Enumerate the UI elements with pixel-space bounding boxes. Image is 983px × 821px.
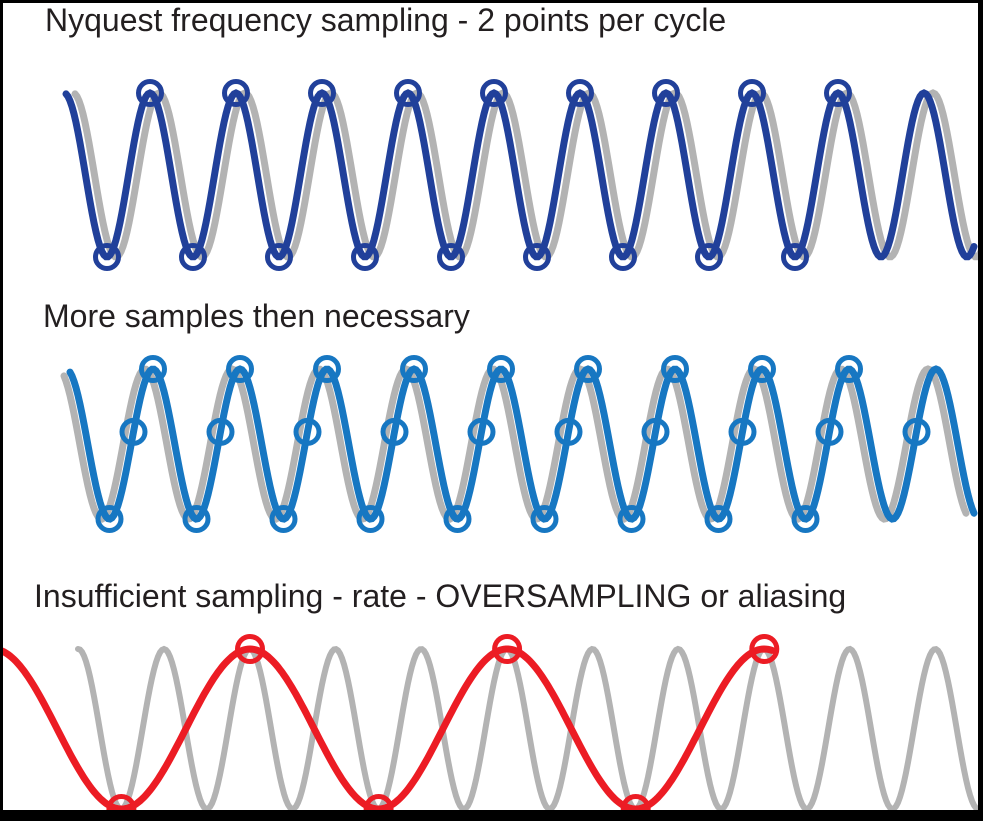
panel1-sample-point [738,79,766,107]
panel2-sample-point [95,505,124,533]
panel2-sample-point [467,417,496,446]
panel1-sample-point [179,243,207,271]
panel1-sample-point [824,79,852,107]
panel2-signal-wave [66,365,978,523]
panel2-sample-point [617,505,646,533]
panel1-sample-point [781,243,809,271]
panel1-sample-point [437,243,465,271]
panel2-sample-point [748,355,776,383]
panel1-sample-point [566,79,594,107]
panel2-sample-point [835,355,863,383]
panel1-sample-point [652,79,680,107]
panel2-sample-point [313,355,341,383]
panel2-title: More samples then necessary [43,298,470,334]
panel2-sample-point [226,355,254,383]
panel3-sample-point [235,634,265,664]
panel1-sample-point [609,243,637,271]
panel2-sample-point [530,505,559,533]
panel2-sample-point [119,417,148,446]
panel3-alias-wave [0,645,776,813]
panel2-sample-point [380,417,409,446]
panel3-title: Insufficient sampling - rate - OVERSAMPL… [34,578,847,614]
panel3-reference-wave [75,645,979,813]
figure-border-right [978,0,983,821]
panel2-sample-point [182,505,211,533]
panel1-sample-point [695,243,723,271]
panel2-sample-point [356,505,385,533]
figure-border-left [0,0,3,821]
panel1-reference-wave [71,89,983,261]
panel2-sample-point [661,355,689,383]
panel2-sample-point [815,417,844,446]
panel1-sample-point [523,243,551,271]
panel2-sample-point [206,417,235,446]
panel1-sample-point [351,243,379,271]
panel1-title: Nyquest frequency sampling - 2 points pe… [45,2,727,38]
panel2-sample-point [443,505,472,533]
panel2-sample-point [554,417,583,446]
panel2-sample-point [400,355,428,383]
panel1-sample-point [136,79,164,107]
figure-border-bottom [0,810,983,821]
panel2-sample-point [293,417,322,446]
figure-border-top [0,0,983,3]
panel2-sample-point [704,505,733,533]
panel3-sample-point [492,634,523,664]
panel2-sample-point [574,355,602,383]
panel1-signal-wave [62,89,978,261]
panel1-sample-point [93,243,121,271]
panel2-sample-point [487,355,515,383]
panel1-sample-point [394,79,422,107]
panel1-sample-point [222,79,250,107]
panel1-sample-point [308,79,336,107]
panel1-sample-point [265,243,293,271]
panel2-sample-point [902,417,931,446]
panel3-sample-point [749,634,780,664]
panel2-sample-point [791,505,820,533]
panel2-sample-point [641,417,670,446]
panel2-sample-point [139,355,167,383]
panel3-sample-point [620,794,651,821]
panel1-sample-point [480,79,508,107]
panel2-sample-point [269,505,298,533]
panel3-sample-point [363,794,394,821]
panel3-sample-point [106,794,137,821]
panel2-sample-point [728,417,757,446]
